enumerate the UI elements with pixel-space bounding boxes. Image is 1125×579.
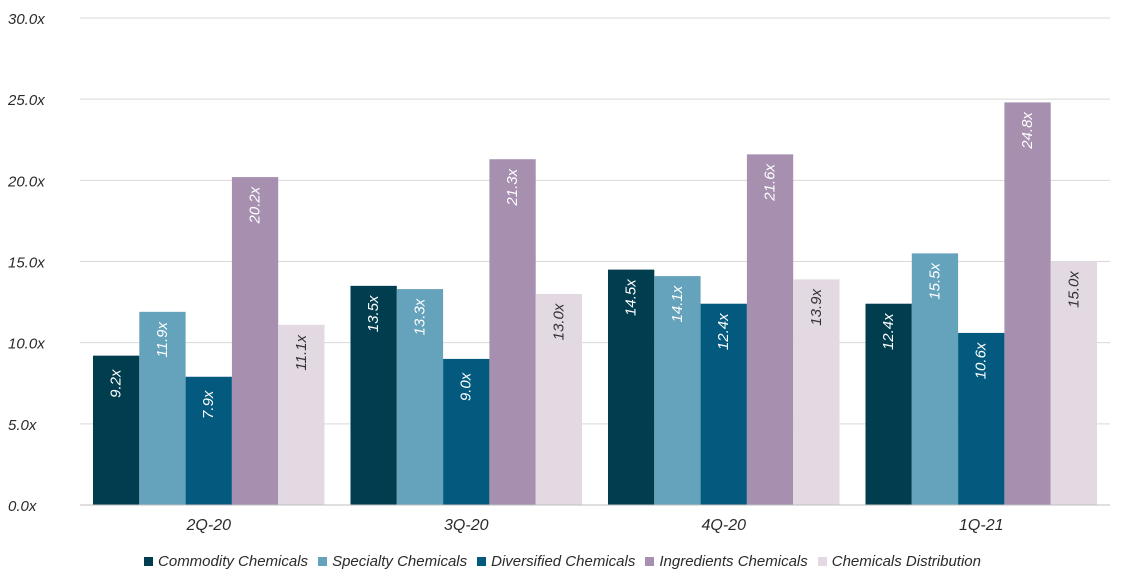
data-label: 13.9x (808, 289, 825, 326)
bar (185, 376, 232, 505)
data-label: 21.3x (504, 168, 521, 206)
data-label: 14.1x (669, 285, 686, 322)
legend-swatch (817, 557, 827, 566)
bar (396, 289, 444, 505)
y-tick-label: 25.0x (7, 92, 45, 109)
legend-swatch (645, 557, 655, 566)
data-label: 9.0x (458, 372, 475, 401)
y-tick-label: 5.0x (8, 417, 37, 434)
legend-label: Chemicals Distribution (831, 553, 981, 570)
data-label: 10.6x (973, 342, 990, 379)
bar (443, 358, 490, 505)
bar (654, 276, 701, 505)
data-label: 11.1x (293, 335, 310, 371)
y-tick-label: 0.0x (8, 498, 37, 515)
bar (700, 303, 747, 505)
legend-item: Chemicals Distribution (817, 553, 981, 570)
data-label: 13.3x (411, 298, 428, 335)
legend-label: Commodity Chemicals (158, 553, 309, 570)
legend-item: Commodity Chemicals (144, 553, 308, 570)
x-tick-label: 3Q-20 (444, 517, 489, 534)
data-label: 9.2x (108, 369, 125, 398)
bar (911, 253, 959, 505)
data-label: 13.5x (365, 295, 382, 332)
data-label: 15.0x (1065, 271, 1082, 308)
legend-label: Specialty Chemicals (332, 553, 468, 570)
data-label: 20.2x (247, 186, 264, 224)
data-label: 15.5x (926, 263, 943, 300)
bar (139, 311, 186, 505)
legend-swatch (144, 557, 154, 566)
bar (350, 285, 397, 505)
bar (489, 159, 536, 506)
legend-item: Specialty Chemicals (318, 553, 467, 570)
bar (278, 324, 325, 505)
y-tick-label: 10.0x (8, 336, 45, 353)
y-tick-label: 30.0x (8, 11, 45, 28)
bar (865, 303, 912, 505)
legend-item: Ingredients Chemicals (645, 553, 808, 570)
data-label: 13.0x (550, 303, 567, 340)
legend-label: Diversified Chemicals (491, 553, 636, 570)
y-tick-label: 15.0x (8, 255, 45, 272)
y-tick-label: 20.0x (7, 173, 45, 190)
bar (231, 177, 279, 505)
data-label: 24.8x (1019, 112, 1036, 150)
data-label: 14.5x (623, 279, 640, 316)
bar (958, 332, 1005, 505)
bar (93, 355, 140, 505)
bar (535, 293, 582, 505)
data-label: 12.4x (880, 313, 897, 350)
bar (1004, 102, 1051, 505)
legend-label: Ingredients Chemicals (659, 553, 808, 570)
data-label: 11.9x (154, 322, 171, 358)
bar-chart: 0.0x 5.0x 10.0x 15.0x 20.0x 25.0x 30.0x 9.2x 11.… (7, 11, 1110, 534)
x-tick-label: 2Q-20 (186, 517, 232, 534)
bar (746, 154, 794, 506)
x-tick-label: 4Q-20 (702, 517, 747, 534)
data-label: 7.9x (200, 390, 217, 419)
data-label: 12.4x (715, 313, 732, 350)
x-tick-label: 1Q-21 (959, 517, 1003, 534)
legend-swatch (318, 557, 328, 566)
bar (1050, 261, 1097, 505)
legend-item: Diversified Chemicals (477, 553, 635, 570)
bar (608, 269, 655, 505)
bar (793, 279, 840, 505)
data-label: 21.6x (762, 164, 779, 202)
legend: Commodity Chemicals Specialty Chemicals Di… (0, 553, 1125, 570)
legend-swatch (477, 557, 487, 566)
